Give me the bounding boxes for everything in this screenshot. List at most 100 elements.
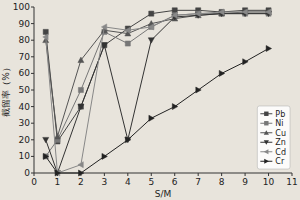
point <box>242 9 247 15</box>
x-tick-label: 7 <box>195 177 201 187</box>
point <box>195 11 200 17</box>
y-tick-label: 60 <box>19 68 31 78</box>
point <box>54 171 60 176</box>
legend-label: Zn <box>275 138 286 147</box>
point <box>54 170 59 176</box>
x-tick-label: 9 <box>242 177 248 187</box>
x-tick <box>245 173 246 176</box>
y-tick <box>31 173 34 174</box>
point <box>148 38 154 43</box>
legend-marker <box>264 112 268 116</box>
y-tick <box>31 156 34 157</box>
point <box>149 11 154 16</box>
point <box>219 70 224 76</box>
legend-item: Cd <box>260 148 286 157</box>
series <box>43 9 271 176</box>
point <box>125 27 130 33</box>
legend-frame <box>257 106 290 169</box>
point <box>43 137 49 142</box>
series-line <box>46 10 269 141</box>
x-tick-label: 5 <box>148 177 154 187</box>
point <box>102 43 107 48</box>
point <box>148 24 153 30</box>
legend-label: Cu <box>275 129 286 138</box>
legend-marker <box>264 121 268 125</box>
point <box>172 12 177 18</box>
x-tick-label: 11 <box>286 177 297 187</box>
legend-item: Pb <box>260 110 285 119</box>
x-tick <box>221 173 222 176</box>
y-tick-label: 0 <box>24 168 30 178</box>
point <box>101 43 107 48</box>
y-tick <box>31 40 34 41</box>
point <box>78 104 83 109</box>
y-tick <box>31 23 34 24</box>
y-tick <box>31 56 34 57</box>
x-axis-label: S/M <box>155 189 172 199</box>
point <box>78 87 83 92</box>
legend-label: Ni <box>275 119 283 128</box>
x-tick-label: 3 <box>101 177 107 187</box>
point <box>43 153 48 159</box>
point <box>266 9 271 15</box>
legend-marker <box>264 140 269 145</box>
x-tick-label: 6 <box>172 177 178 187</box>
legend-marker <box>264 159 269 164</box>
y-tick-label: 50 <box>19 85 31 95</box>
series-line <box>46 12 269 137</box>
x-tick <box>104 173 105 176</box>
legend-marker <box>264 130 269 135</box>
series <box>43 46 271 177</box>
point <box>43 34 48 40</box>
series-line <box>46 14 269 173</box>
chart: 012345678910110102030405060708090100S/M截… <box>0 0 300 200</box>
y-tick-label: 30 <box>19 118 31 128</box>
y-tick-label: 100 <box>13 2 30 12</box>
x-tick-label: 8 <box>219 177 225 187</box>
point <box>78 104 84 109</box>
y-tick-label: 90 <box>19 19 31 29</box>
point <box>172 8 177 13</box>
x-tick-label: 1 <box>55 177 61 187</box>
y-tick <box>31 90 34 91</box>
point <box>101 24 106 30</box>
series <box>43 11 272 176</box>
point <box>43 29 48 34</box>
legend-label: Cd <box>275 148 286 157</box>
point <box>55 170 60 176</box>
point <box>266 46 271 52</box>
point <box>196 87 201 93</box>
series <box>43 8 271 144</box>
x-tick <box>127 173 128 176</box>
y-tick-label: 70 <box>19 52 31 62</box>
x-tick-label: 0 <box>31 177 37 187</box>
plot-area <box>43 8 272 176</box>
legend-marker <box>264 149 269 154</box>
y-tick-label: 20 <box>19 135 31 145</box>
series <box>43 11 271 159</box>
point <box>219 9 224 15</box>
point <box>78 162 83 168</box>
point <box>125 41 130 46</box>
x-tick-label: 2 <box>78 177 84 187</box>
series <box>43 9 272 139</box>
legend-label: Pb <box>275 110 285 119</box>
y-tick <box>31 73 34 74</box>
y-tick <box>31 106 34 107</box>
x-tick-label: 10 <box>263 177 275 187</box>
point <box>125 137 130 143</box>
y-tick-label: 80 <box>19 35 31 45</box>
legend-item: Cu <box>260 129 286 138</box>
series-line <box>46 12 269 173</box>
legend: PbNiCuZnCdCr <box>257 106 290 169</box>
x-tick <box>198 173 199 176</box>
series-line <box>46 49 269 174</box>
point <box>102 153 107 159</box>
x-tick <box>174 173 175 176</box>
axes: 012345678910110102030405060708090100 <box>13 2 298 187</box>
y-tick-label: 10 <box>19 151 31 161</box>
point <box>78 57 84 62</box>
legend-item: Cr <box>260 157 285 166</box>
legend-item: Ni <box>260 119 283 128</box>
y-tick-label: 40 <box>19 102 31 112</box>
